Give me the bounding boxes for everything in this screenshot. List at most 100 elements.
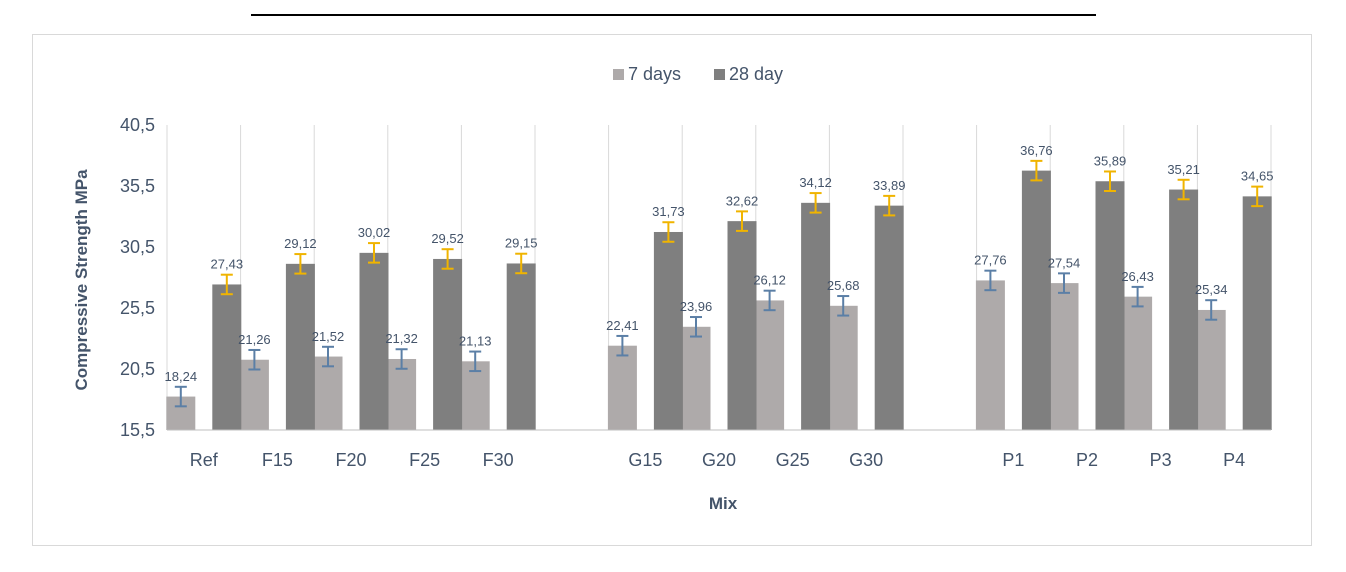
data-label: 26,12 [753, 273, 786, 288]
error-bar [1177, 178, 1190, 201]
bar-28-day [1021, 170, 1051, 431]
error-bar [294, 253, 307, 275]
top-rule [251, 14, 1096, 16]
bar-7-days [387, 358, 417, 430]
data-label: 34,65 [1241, 169, 1274, 184]
bar-28-day [801, 202, 831, 430]
x-axis-title: Mix [709, 494, 738, 513]
error-bar [984, 269, 997, 292]
error-bar [837, 295, 850, 317]
error-bar [690, 316, 702, 338]
x-category-label: G25 [776, 450, 810, 470]
data-label: 32,62 [726, 193, 759, 208]
y-tick-label: 30,5 [120, 237, 155, 257]
data-label: 29,52 [431, 231, 464, 246]
data-label: 30,02 [358, 225, 391, 240]
bar-7-days [239, 359, 269, 430]
data-label: 25,68 [827, 278, 860, 293]
x-category-label: Ref [190, 450, 219, 470]
bar-7-days [1123, 296, 1153, 430]
error-bar [515, 252, 528, 275]
data-label: 25,34 [1195, 282, 1228, 297]
error-bar [441, 248, 454, 270]
error-bars [174, 159, 1264, 408]
bar-28-day [1095, 181, 1125, 430]
bar-28-day [506, 263, 536, 430]
bar-28-day [653, 231, 683, 430]
x-category-label: F25 [409, 450, 440, 470]
data-label: 18,24 [165, 369, 198, 384]
error-bar [395, 348, 408, 370]
bar-28-day [433, 258, 463, 430]
bar-7-days [313, 356, 343, 430]
bar-7-days [975, 280, 1005, 430]
data-label: 21,26 [238, 332, 271, 347]
error-bar [662, 221, 675, 243]
data-labels: 18,24 21,26 21,52 21,32 21,13 22,41 23,96 26,12… [165, 143, 1274, 384]
data-label: 34,12 [799, 175, 832, 190]
error-bar [1251, 185, 1264, 208]
bars [166, 170, 1272, 431]
x-category-label: P1 [1002, 450, 1024, 470]
x-category-label: G15 [628, 450, 662, 470]
error-bar [1205, 299, 1218, 321]
bar-28-day [1169, 189, 1199, 430]
bar-chart: 15,5 20,5 25,5 30,5 35,5 40,5 18,24 21,26 21,52… [72, 64, 1274, 513]
legend-swatch-7-days [613, 69, 624, 80]
bar-7-days [681, 326, 711, 430]
x-category-label: F15 [262, 450, 293, 470]
data-label: 27,76 [974, 253, 1007, 268]
bar-7-days [607, 345, 637, 430]
data-label: 33,89 [873, 178, 906, 193]
error-bar [1131, 285, 1144, 308]
error-bar [809, 192, 822, 214]
data-label: 29,15 [505, 236, 538, 251]
data-label: 21,52 [312, 329, 345, 344]
error-bar [763, 289, 776, 312]
bar-28-day [212, 284, 242, 430]
chart-area: 15,5 20,5 25,5 30,5 35,5 40,5 18,24 21,26 21,52… [32, 34, 1312, 546]
data-label: 21,32 [385, 331, 418, 346]
y-axis-title: Compressive Strength MPa [72, 169, 91, 391]
error-bar [469, 350, 482, 373]
data-label: 27,54 [1048, 255, 1081, 270]
error-bar [368, 242, 380, 264]
bar-28-day [727, 221, 757, 430]
bar-28-day [874, 205, 904, 430]
error-bar [616, 334, 629, 357]
x-axis-categories: Ref F15 F20 F25 F30 G15 G20 G25 G30 P1 P2 P3 P4 [190, 450, 1245, 470]
error-bar [883, 194, 896, 217]
x-category-label: G30 [849, 450, 883, 470]
data-label: 21,13 [459, 334, 492, 349]
legend-label-28-day: 28 day [729, 64, 783, 84]
data-label: 35,89 [1094, 153, 1127, 168]
x-category-label: P3 [1150, 450, 1172, 470]
data-label: 23,96 [680, 299, 713, 314]
x-category-label: F20 [335, 450, 366, 470]
legend: 7 days 28 day [613, 64, 783, 84]
bar-28-day [359, 252, 389, 430]
error-bar [248, 348, 261, 371]
error-bar [1104, 170, 1116, 193]
data-label: 29,12 [284, 236, 317, 251]
bar-7-days [828, 305, 858, 430]
data-label: 36,76 [1020, 143, 1053, 158]
data-label: 27,43 [211, 257, 244, 272]
legend-swatch-28-day [714, 69, 725, 80]
error-bar [174, 385, 187, 408]
error-bar [1030, 159, 1043, 182]
error-bar [1058, 272, 1070, 294]
x-category-label: P4 [1223, 450, 1245, 470]
x-category-label: G20 [702, 450, 736, 470]
y-axis-ticks: 15,5 20,5 25,5 30,5 35,5 40,5 [120, 115, 155, 440]
x-category-label: F30 [483, 450, 514, 470]
data-label: 31,73 [652, 204, 685, 219]
bar-7-days [1049, 283, 1079, 430]
bar-7-days [460, 361, 490, 430]
y-tick-label: 20,5 [120, 359, 155, 379]
legend-label-7-days: 7 days [628, 64, 681, 84]
y-tick-label: 35,5 [120, 176, 155, 196]
y-tick-label: 15,5 [120, 420, 155, 440]
error-bar [220, 273, 233, 296]
bar-7-days [755, 300, 785, 430]
